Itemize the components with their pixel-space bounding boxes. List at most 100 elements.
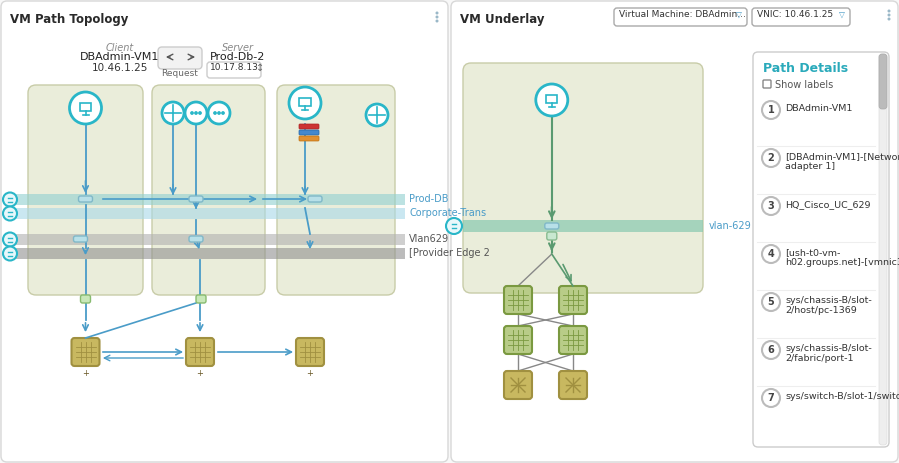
Text: Prod-DB: Prod-DB <box>409 194 449 205</box>
Circle shape <box>162 102 184 124</box>
Circle shape <box>3 232 17 246</box>
Text: Path Details: Path Details <box>763 62 848 75</box>
Text: sys/switch-B/slot-1/switch-: sys/switch-B/slot-1/switch- <box>785 392 899 401</box>
FancyBboxPatch shape <box>879 54 887 445</box>
Text: [ush-t0-vm-
h02.groups.net]-[vmnic3]: [ush-t0-vm- h02.groups.net]-[vmnic3] <box>785 248 899 268</box>
Text: +: + <box>307 369 314 378</box>
Bar <box>15 248 405 259</box>
Circle shape <box>762 341 780 359</box>
Bar <box>547 95 557 103</box>
Bar <box>299 98 310 106</box>
Circle shape <box>762 389 780 407</box>
Circle shape <box>762 245 780 263</box>
Text: VM Underlay: VM Underlay <box>460 13 545 26</box>
FancyBboxPatch shape <box>152 85 265 295</box>
Circle shape <box>194 112 198 114</box>
Bar <box>15 208 405 219</box>
Circle shape <box>887 10 891 13</box>
Circle shape <box>762 101 780 119</box>
Circle shape <box>3 193 17 206</box>
Circle shape <box>762 293 780 311</box>
Text: 2: 2 <box>768 153 774 163</box>
FancyBboxPatch shape <box>28 85 143 295</box>
Text: [Provider Edge 2: [Provider Edge 2 <box>409 249 490 258</box>
Text: 10.17.8.13: 10.17.8.13 <box>210 63 259 72</box>
Text: VM Path Topology: VM Path Topology <box>10 13 129 26</box>
FancyBboxPatch shape <box>463 63 703 293</box>
Text: 4: 4 <box>768 249 774 259</box>
FancyBboxPatch shape <box>879 54 887 109</box>
Circle shape <box>762 197 780 215</box>
FancyBboxPatch shape <box>752 8 850 26</box>
FancyBboxPatch shape <box>559 286 587 314</box>
FancyBboxPatch shape <box>78 196 93 202</box>
FancyBboxPatch shape <box>504 286 532 314</box>
Circle shape <box>289 87 321 119</box>
Text: 6: 6 <box>768 345 774 355</box>
Circle shape <box>446 218 462 234</box>
Text: Vlan629: Vlan629 <box>409 234 450 244</box>
FancyBboxPatch shape <box>277 85 395 295</box>
Text: ▽: ▽ <box>839 10 845 19</box>
FancyBboxPatch shape <box>504 371 532 399</box>
Text: VNIC: 10.46.1.25: VNIC: 10.46.1.25 <box>757 10 833 19</box>
Bar <box>15 234 405 245</box>
Circle shape <box>208 102 230 124</box>
FancyBboxPatch shape <box>753 52 889 447</box>
Text: 10.46.1.25: 10.46.1.25 <box>92 63 148 73</box>
Text: Corporate-Trans: Corporate-Trans <box>409 208 486 219</box>
Circle shape <box>536 84 568 116</box>
FancyBboxPatch shape <box>189 196 203 202</box>
Circle shape <box>762 149 780 167</box>
Circle shape <box>366 104 388 126</box>
FancyBboxPatch shape <box>451 1 898 462</box>
FancyBboxPatch shape <box>207 62 261 78</box>
FancyBboxPatch shape <box>296 338 324 366</box>
Circle shape <box>3 206 17 220</box>
Circle shape <box>887 18 891 20</box>
FancyBboxPatch shape <box>308 196 322 202</box>
Text: +: + <box>82 369 89 378</box>
Circle shape <box>218 112 220 114</box>
Text: Request: Request <box>162 69 199 78</box>
Circle shape <box>221 112 225 114</box>
FancyBboxPatch shape <box>559 326 587 354</box>
Text: ▽: ▽ <box>736 10 742 19</box>
Text: DBAdmin-VM1: DBAdmin-VM1 <box>785 104 852 113</box>
Bar <box>463 220 703 232</box>
Text: sys/chassis-B/slot-
2/fabric/port-1: sys/chassis-B/slot- 2/fabric/port-1 <box>785 344 872 363</box>
Text: 5: 5 <box>768 297 774 307</box>
FancyBboxPatch shape <box>189 236 203 242</box>
Circle shape <box>435 19 439 23</box>
FancyBboxPatch shape <box>1 1 448 462</box>
Text: [DBAdmin-VM1]-[Network
adapter 1]: [DBAdmin-VM1]-[Network adapter 1] <box>785 152 899 171</box>
FancyBboxPatch shape <box>72 338 100 366</box>
Bar <box>15 194 405 205</box>
FancyBboxPatch shape <box>559 371 587 399</box>
FancyBboxPatch shape <box>74 236 87 242</box>
FancyBboxPatch shape <box>158 47 202 69</box>
Text: 7: 7 <box>768 393 774 403</box>
Text: ↕: ↕ <box>256 63 264 73</box>
FancyBboxPatch shape <box>504 326 532 354</box>
Circle shape <box>191 112 193 114</box>
Text: 1: 1 <box>768 105 774 115</box>
Text: +: + <box>197 369 203 378</box>
Circle shape <box>435 15 439 19</box>
FancyBboxPatch shape <box>763 80 771 88</box>
Text: 3: 3 <box>768 201 774 211</box>
Text: Server: Server <box>222 43 254 53</box>
Text: DBAdmin-VM1: DBAdmin-VM1 <box>80 52 160 62</box>
FancyBboxPatch shape <box>196 295 206 303</box>
Circle shape <box>887 13 891 17</box>
Bar <box>80 103 91 111</box>
FancyBboxPatch shape <box>614 8 747 26</box>
Circle shape <box>213 112 217 114</box>
FancyBboxPatch shape <box>299 136 319 141</box>
Text: Prod-Db-2: Prod-Db-2 <box>210 52 266 62</box>
Circle shape <box>199 112 201 114</box>
FancyBboxPatch shape <box>81 295 91 303</box>
Text: sys/chassis-B/slot-
2/host/pc-1369: sys/chassis-B/slot- 2/host/pc-1369 <box>785 296 872 315</box>
FancyBboxPatch shape <box>186 338 214 366</box>
Text: vlan-629: vlan-629 <box>709 221 752 231</box>
